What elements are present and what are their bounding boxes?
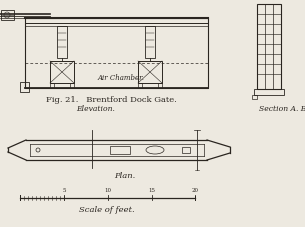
Text: Section A. B.: Section A. B. <box>259 105 305 113</box>
Bar <box>50 61 74 83</box>
Bar <box>182 147 190 153</box>
Bar <box>20 82 29 92</box>
Text: Fig. 21.   Brentford Dock Gate.: Fig. 21. Brentford Dock Gate. <box>46 96 176 104</box>
Bar <box>1 10 14 20</box>
Bar <box>110 146 130 154</box>
Bar <box>252 95 257 99</box>
Bar <box>70 83 74 88</box>
Bar <box>138 61 162 83</box>
Bar <box>257 4 281 89</box>
Bar <box>145 26 155 58</box>
Bar <box>158 83 162 88</box>
Bar <box>25 18 208 88</box>
Text: 5: 5 <box>62 188 66 193</box>
Text: Plan.: Plan. <box>114 172 136 180</box>
Bar <box>138 83 142 88</box>
Text: Elevation.: Elevation. <box>77 105 115 113</box>
Text: 20: 20 <box>192 188 199 193</box>
Text: 15: 15 <box>149 188 156 193</box>
Text: Air Chamber.: Air Chamber. <box>98 74 145 82</box>
Bar <box>254 89 284 95</box>
Bar <box>57 26 67 58</box>
Text: 10: 10 <box>105 188 112 193</box>
Bar <box>50 83 54 88</box>
Text: Scale of feet.: Scale of feet. <box>79 206 135 214</box>
